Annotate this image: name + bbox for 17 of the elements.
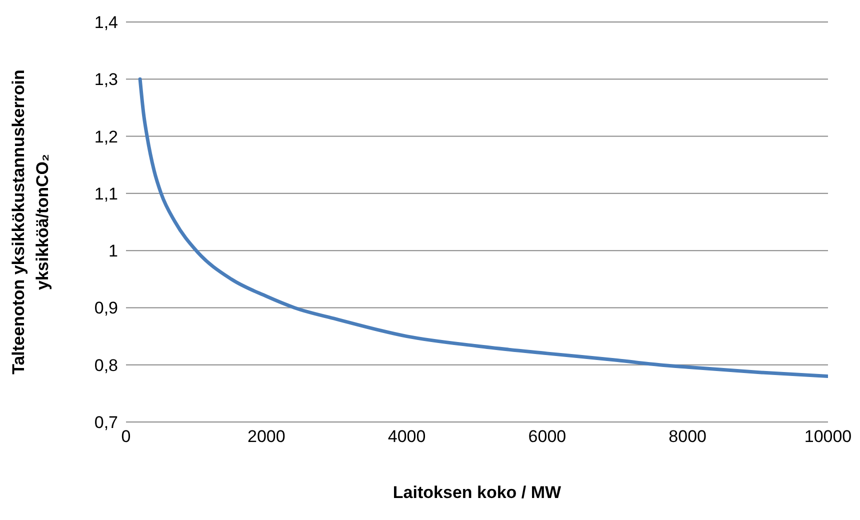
y-tick-label: 0,9 xyxy=(94,298,118,318)
x-tick-label: 6000 xyxy=(528,427,566,446)
y-tick-label: 1,4 xyxy=(94,13,118,32)
y-tick-label: 1,2 xyxy=(94,127,118,146)
x-tick-label: 2000 xyxy=(247,427,286,446)
y-tick-label: 1 xyxy=(108,242,118,261)
x-tick-label: 8000 xyxy=(668,427,707,446)
x-tick-label: 4000 xyxy=(388,427,426,446)
line-series xyxy=(138,77,828,378)
y-tick-label: 1,1 xyxy=(94,184,118,204)
y-tick-label: 0,8 xyxy=(94,356,118,375)
y-axis-title: Talteenoton yksikkökustannuskerroin yksikköä/tonCO₂ xyxy=(9,70,52,374)
y-tick-label: 1,3 xyxy=(94,70,118,90)
x-tick-label: 0 xyxy=(121,427,131,446)
y-tick-label: 0,7 xyxy=(94,413,118,432)
x-axis-title: Laitoksen koko / MW xyxy=(392,483,562,502)
x-tick-label: 10000 xyxy=(804,427,852,446)
